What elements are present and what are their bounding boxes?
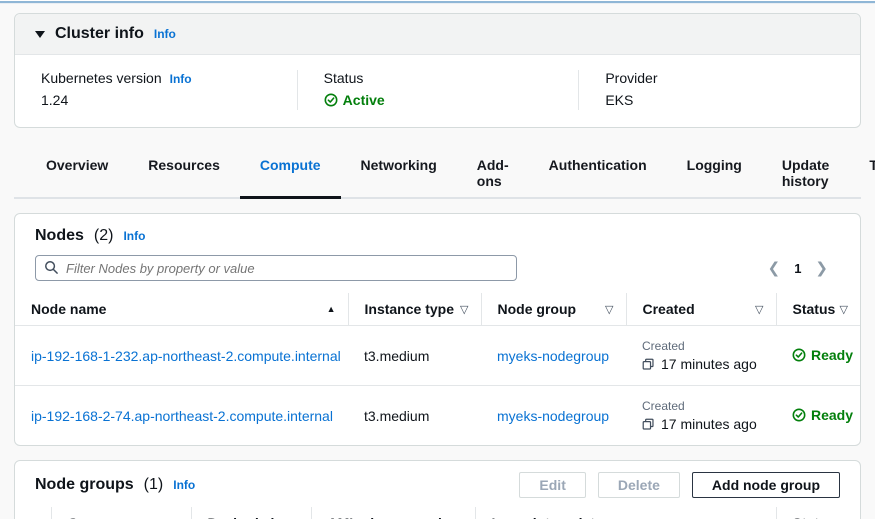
nodes-table: Node name ▲ Instance type ▽ Node group ▽ Cr… — [15, 293, 860, 445]
created-label: Created — [642, 339, 685, 353]
nodes-info-link[interactable]: Info — [123, 229, 146, 243]
prev-page-icon[interactable]: ❮ — [767, 259, 781, 277]
edit-button[interactable]: Edit — [519, 472, 586, 498]
node-instance-type: t3.medium — [348, 385, 481, 445]
created-time-text: 17 minutes ago — [661, 416, 757, 432]
tab-compute[interactable]: Compute — [239, 148, 341, 199]
tab-resources[interactable]: Resources — [148, 157, 220, 173]
search-icon — [45, 261, 58, 274]
cluster-info-header[interactable]: Cluster info Info — [15, 14, 860, 55]
check-circle-icon — [792, 348, 806, 361]
delete-button[interactable]: Delete — [597, 472, 680, 498]
tab-add-ons[interactable]: Add-ons — [476, 157, 509, 189]
nodes-filter — [35, 255, 517, 281]
nodes-pagination: ❮ 1 ❯ — [768, 261, 840, 276]
copy-icon[interactable] — [642, 358, 655, 371]
check-circle-icon — [324, 93, 338, 107]
tab-tags[interactable]: Tags — [869, 157, 875, 173]
cluster-tabs: Overview Resources Compute Networking Ad… — [14, 148, 875, 199]
node-group-link[interactable]: myeks-nodegroup — [497, 407, 610, 424]
kubernetes-version-label: Kubernetes version — [41, 70, 162, 86]
sort-icon[interactable]: ▽ — [460, 303, 469, 316]
provider-field: Provider EKS — [578, 70, 860, 110]
top-divider-strip — [0, 0, 875, 4]
node-row: ip-192-168-2-74.ap-northeast-2.compute.i… — [15, 385, 860, 445]
tab-authentication[interactable]: Authentication — [548, 157, 647, 173]
node-name-link[interactable]: ip-192-168-1-232.ap-northeast-2.compute.… — [31, 347, 341, 364]
sort-icon[interactable]: ▽ — [840, 517, 848, 519]
sort-icon[interactable]: ▽ — [839, 303, 848, 316]
sort-icon[interactable]: ▽ — [293, 517, 298, 519]
col-ami-release-version[interactable]: AMI release version▽ — [311, 507, 476, 519]
tab-networking[interactable]: Networking — [360, 157, 437, 173]
col-launch-template[interactable]: Launch template▽ — [475, 507, 777, 519]
collapse-caret-icon[interactable] — [35, 30, 45, 38]
node-status-badge: Ready — [792, 407, 853, 423]
status-field: Status Active — [296, 70, 579, 110]
node-groups-info-link[interactable]: Info — [173, 478, 196, 492]
status-label: Status — [323, 70, 364, 86]
sort-icon[interactable]: ▽ — [755, 517, 763, 519]
provider-value: EKS — [605, 92, 634, 108]
node-name-link[interactable]: ip-192-168-2-74.ap-northeast-2.compute.i… — [31, 407, 333, 424]
nodes-title: Nodes — [35, 227, 84, 244]
col-created[interactable]: Created ▽ — [626, 293, 777, 326]
tab-overview[interactable]: Overview — [46, 157, 109, 173]
created-label: Created — [642, 399, 685, 413]
next-page-icon[interactable]: ❯ — [815, 259, 828, 277]
sort-asc-icon[interactable]: ▲ — [326, 304, 336, 314]
col-status[interactable]: Status ▽ — [776, 293, 860, 326]
created-time-text: 17 minutes ago — [661, 356, 757, 372]
col-group-name[interactable]: Group name▲ — [51, 507, 192, 519]
node-groups-title: Node groups — [35, 476, 134, 493]
provider-label: Provider — [605, 70, 658, 86]
col-node-name[interactable]: Node name ▲ — [15, 293, 349, 326]
copy-icon[interactable] — [642, 418, 655, 431]
cluster-status-text: Active — [342, 92, 385, 108]
node-groups-header-row: Group name▲ Desired size▽ AMI release ve… — [15, 507, 860, 519]
cluster-info-panel: Cluster info Info Kubernetes version Inf… — [14, 13, 861, 128]
kubernetes-version-info-link[interactable]: Info — [169, 72, 192, 86]
kubernetes-version-value: 1.24 — [41, 92, 69, 108]
node-status-badge: Ready — [792, 347, 853, 363]
nodes-filter-input[interactable] — [35, 255, 517, 281]
nodes-count: (2) — [93, 227, 114, 244]
node-groups-table: Group name▲ Desired size▽ AMI release ve… — [15, 507, 860, 519]
sort-icon[interactable]: ▽ — [605, 303, 614, 316]
col-instance-type[interactable]: Instance type ▽ — [348, 293, 482, 326]
node-group-link[interactable]: myeks-nodegroup — [497, 347, 610, 364]
kubernetes-version-field: Kubernetes version Info 1.24 — [15, 70, 297, 110]
cluster-info-info-link[interactable]: Info — [153, 27, 176, 41]
node-groups-count: (1) — [143, 476, 164, 493]
cluster-status-badge: Active — [324, 92, 385, 108]
col-select — [15, 507, 52, 519]
page: Cluster info Info Kubernetes version Inf… — [0, 4, 875, 519]
col-desired-size[interactable]: Desired size▽ — [191, 507, 312, 519]
current-page[interactable]: 1 — [794, 260, 802, 276]
col-ng-status[interactable]: Status▽ — [776, 507, 860, 519]
check-circle-icon — [792, 408, 806, 421]
col-node-group[interactable]: Node group ▽ — [481, 293, 627, 326]
node-instance-type: t3.medium — [364, 347, 430, 364]
sort-icon[interactable]: ▽ — [755, 303, 764, 316]
nodes-panel: Nodes (2) Info ❮ 1 ❯ Node name▲ Instance… — [14, 213, 861, 446]
node-groups-panel: Node groups (1) Info Edit Delete Add nod… — [14, 460, 861, 519]
add-node-group-button[interactable]: Add node group — [691, 472, 840, 498]
cluster-info-body: Kubernetes version Info 1.24 Status Acti… — [15, 55, 860, 127]
cluster-info-title: Cluster info — [55, 25, 144, 42]
tab-logging[interactable]: Logging — [686, 157, 742, 173]
node-row: ip-192-168-1-232.ap-northeast-2.compute.… — [15, 326, 860, 386]
nodes-table-header-row: Node name ▲ Instance type ▽ Node group ▽ Cr… — [15, 293, 860, 326]
tab-update-history[interactable]: Update history — [781, 157, 830, 189]
